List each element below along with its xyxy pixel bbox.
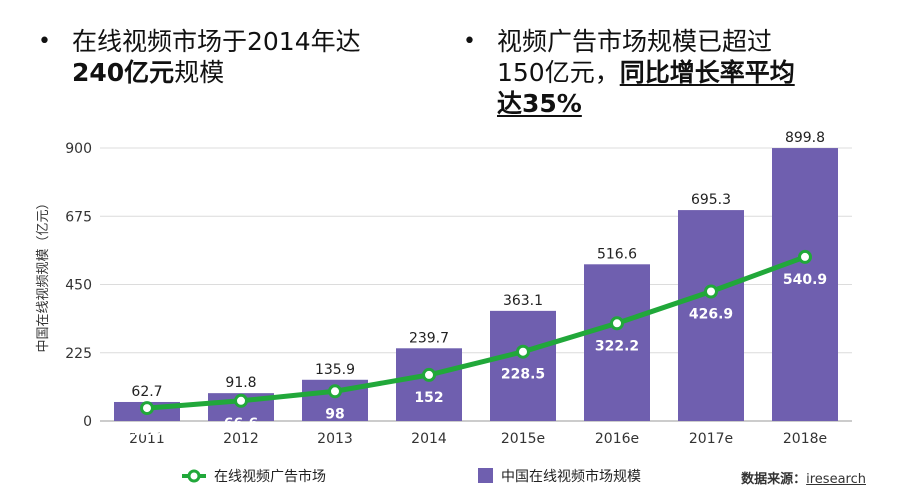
line-point <box>610 316 624 331</box>
line-point <box>704 284 718 299</box>
bar-value-label: 135.9 <box>315 362 355 378</box>
bar-value-label: 91.8 <box>225 375 256 391</box>
data-source-label: 数据来源： <box>741 472 807 487</box>
bar-value-label: 363.1 <box>503 293 543 309</box>
headline-right-line1: 视频广告市场规模已超过 <box>497 27 773 56</box>
x-tick-label: 2018e <box>783 431 827 447</box>
x-tick-label: 2016e <box>595 431 639 447</box>
line-value-label: 42.5 <box>130 423 165 439</box>
bullet-icon: • <box>38 29 51 54</box>
line-point <box>234 393 248 408</box>
line-point <box>516 344 530 359</box>
bar-value-label: 516.6 <box>597 246 637 262</box>
line-point <box>422 367 436 382</box>
bar-value-label: 899.8 <box>785 130 825 146</box>
y-tick-label: 675 <box>65 209 92 225</box>
x-tick-label: 2011 <box>129 431 165 447</box>
line-value-label: 322.2 <box>595 338 639 354</box>
legend-line-label: 在线视频广告市场 <box>214 468 326 485</box>
headline-left-suffix: 规模 <box>174 58 225 87</box>
x-tick-label: 2013 <box>317 431 353 447</box>
y-tick-label: 450 <box>65 278 92 294</box>
legend-bar-label: 中国在线视频市场规模 <box>501 468 641 485</box>
bar <box>678 210 744 421</box>
legend-line-marker <box>187 469 201 483</box>
bullet-icon: • <box>463 29 476 54</box>
x-tick-label: 2015e <box>501 431 545 447</box>
x-tick-label: 2017e <box>689 431 733 447</box>
line-value-label: 98 <box>325 406 344 422</box>
headline-right-growth: 同比增长率平均 <box>619 58 795 87</box>
y-tick-label: 0 <box>83 414 92 430</box>
bar <box>396 348 462 421</box>
line-point <box>140 401 154 416</box>
data-source-link[interactable]: iresearch <box>806 472 866 487</box>
data-source: 数据来源：iresearch <box>741 468 866 487</box>
y-tick-label: 225 <box>65 346 92 362</box>
ad-market-line <box>144 254 808 411</box>
bar <box>584 264 650 421</box>
bar-value-label: 695.3 <box>691 192 731 208</box>
line-value-label: 66.6 <box>224 416 259 432</box>
line-point <box>798 249 812 264</box>
headline-left-value: 240亿元 <box>72 58 175 87</box>
line-value-label: 540.9 <box>783 272 827 288</box>
bar-value-label: 62.7 <box>131 384 162 400</box>
line-value-label: 152 <box>414 390 443 406</box>
bar-value-label: 239.7 <box>409 330 449 346</box>
headline-left: • 在线视频市场于2014年达 240亿元规模 <box>38 26 428 88</box>
line-point <box>328 384 342 399</box>
legend-bar-swatch <box>478 468 493 483</box>
headline-left-line1: 在线视频市场于2014年达 <box>72 27 361 56</box>
bar <box>490 310 556 421</box>
bar <box>772 148 838 421</box>
headline-right-rate: 达35% <box>497 89 582 118</box>
x-tick-label: 2012 <box>223 431 259 447</box>
line-value-label: 426.9 <box>689 307 733 323</box>
line-value-label: 228.5 <box>501 367 545 383</box>
headline-right-value: 150亿元， <box>497 58 620 87</box>
x-tick-label: 2014 <box>411 431 447 447</box>
y-tick-label: 900 <box>65 141 92 157</box>
y-axis-label: 中国在线视频规模（亿元） <box>36 196 51 352</box>
headline-right: • 视频广告市场规模已超过 150亿元，同比增长率平均 达35% <box>463 26 883 119</box>
